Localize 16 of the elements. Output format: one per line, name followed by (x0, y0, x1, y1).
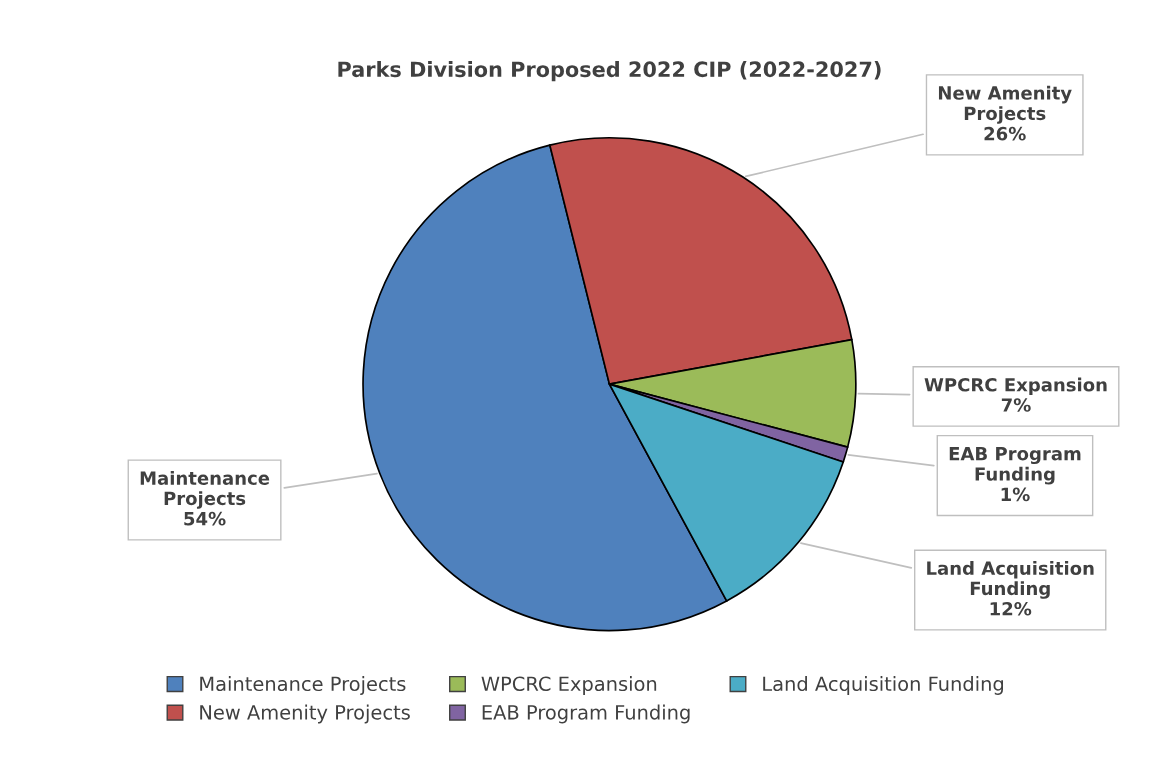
slice-label: Maintenance Projects (140, 470, 270, 509)
legend-label: EAB Program Funding (482, 704, 690, 724)
data-label: 12% (990, 601, 1032, 616)
slice-label: Land Acquisition Funding (927, 561, 1094, 599)
slice-label: EAB Program Funding (949, 447, 1081, 485)
chart-title: Parks Division Proposed 2022 CIP (2022-2027) (338, 61, 881, 82)
legend-label: WPCRC Expansion (481, 676, 657, 695)
data-label: 54% (184, 511, 226, 526)
legend-label: Maintenance Projects (200, 676, 406, 695)
legend-label: Land Acquisition Funding (763, 676, 1003, 695)
slice-label: New Amenity Projects (938, 85, 1072, 124)
legend-label: New Amenity Projects (200, 704, 410, 724)
data-label: 26% (984, 126, 1026, 141)
data-label: 1% (1001, 487, 1030, 502)
slice-label: WPCRC Expansion (924, 377, 1107, 396)
data-label: 7% (1001, 398, 1031, 412)
